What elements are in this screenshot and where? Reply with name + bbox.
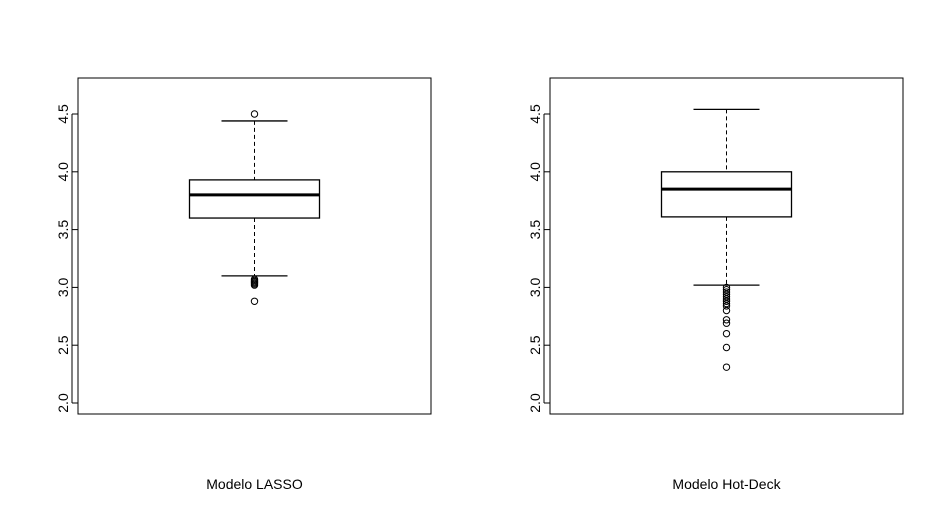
y-tick-label: 3.0 <box>527 277 543 297</box>
y-tick-label: 3.0 <box>55 277 71 297</box>
x-axis-label: Modelo LASSO <box>206 476 303 492</box>
plot-frame <box>549 77 904 415</box>
y-tick-label: 2.5 <box>527 335 543 355</box>
outlier-point <box>722 292 731 301</box>
y-tick-label: 4.5 <box>527 104 543 124</box>
outlier-point <box>722 288 731 296</box>
outlier-point <box>250 110 259 118</box>
y-tick-label: 2.5 <box>55 335 71 355</box>
boxplot-panel-1: 2.0 2.5 3.0 3.5 4.0 4.5 Modelo LASSO <box>55 77 432 492</box>
outlier-point <box>722 295 731 303</box>
outlier-point <box>722 306 731 315</box>
outlier-point <box>722 283 731 292</box>
x-axis-label: Modelo Hot-Deck <box>672 476 781 492</box>
iqr-box <box>188 179 321 219</box>
outlier-point <box>250 281 259 289</box>
outlier-point <box>722 343 731 352</box>
outlier-point <box>722 329 731 338</box>
y-tick-label: 2.0 <box>55 393 71 413</box>
y-tick-label: 2.0 <box>527 393 543 413</box>
outlier-point <box>722 286 731 294</box>
outlier-point <box>722 316 731 324</box>
outlier-point <box>722 299 731 308</box>
plot-frame <box>77 77 432 415</box>
outlier-point <box>722 363 731 371</box>
y-tick-label: 4.0 <box>527 162 543 182</box>
y-tick-label: 4.0 <box>55 162 71 182</box>
y-tick-label: 4.5 <box>55 104 71 124</box>
boxplot-panel-2: 2.0 2.5 3.0 3.5 4.0 4.5 Modelo Hot-Deck <box>527 77 904 492</box>
iqr-box <box>660 171 793 218</box>
y-tick-label: 3.5 <box>55 220 71 240</box>
outlier-point <box>722 290 731 299</box>
outlier-point <box>250 297 259 305</box>
y-tick-label: 3.5 <box>527 220 543 240</box>
outlier-point <box>722 319 731 327</box>
outlier-point <box>722 297 731 305</box>
outlier-point <box>722 302 731 310</box>
